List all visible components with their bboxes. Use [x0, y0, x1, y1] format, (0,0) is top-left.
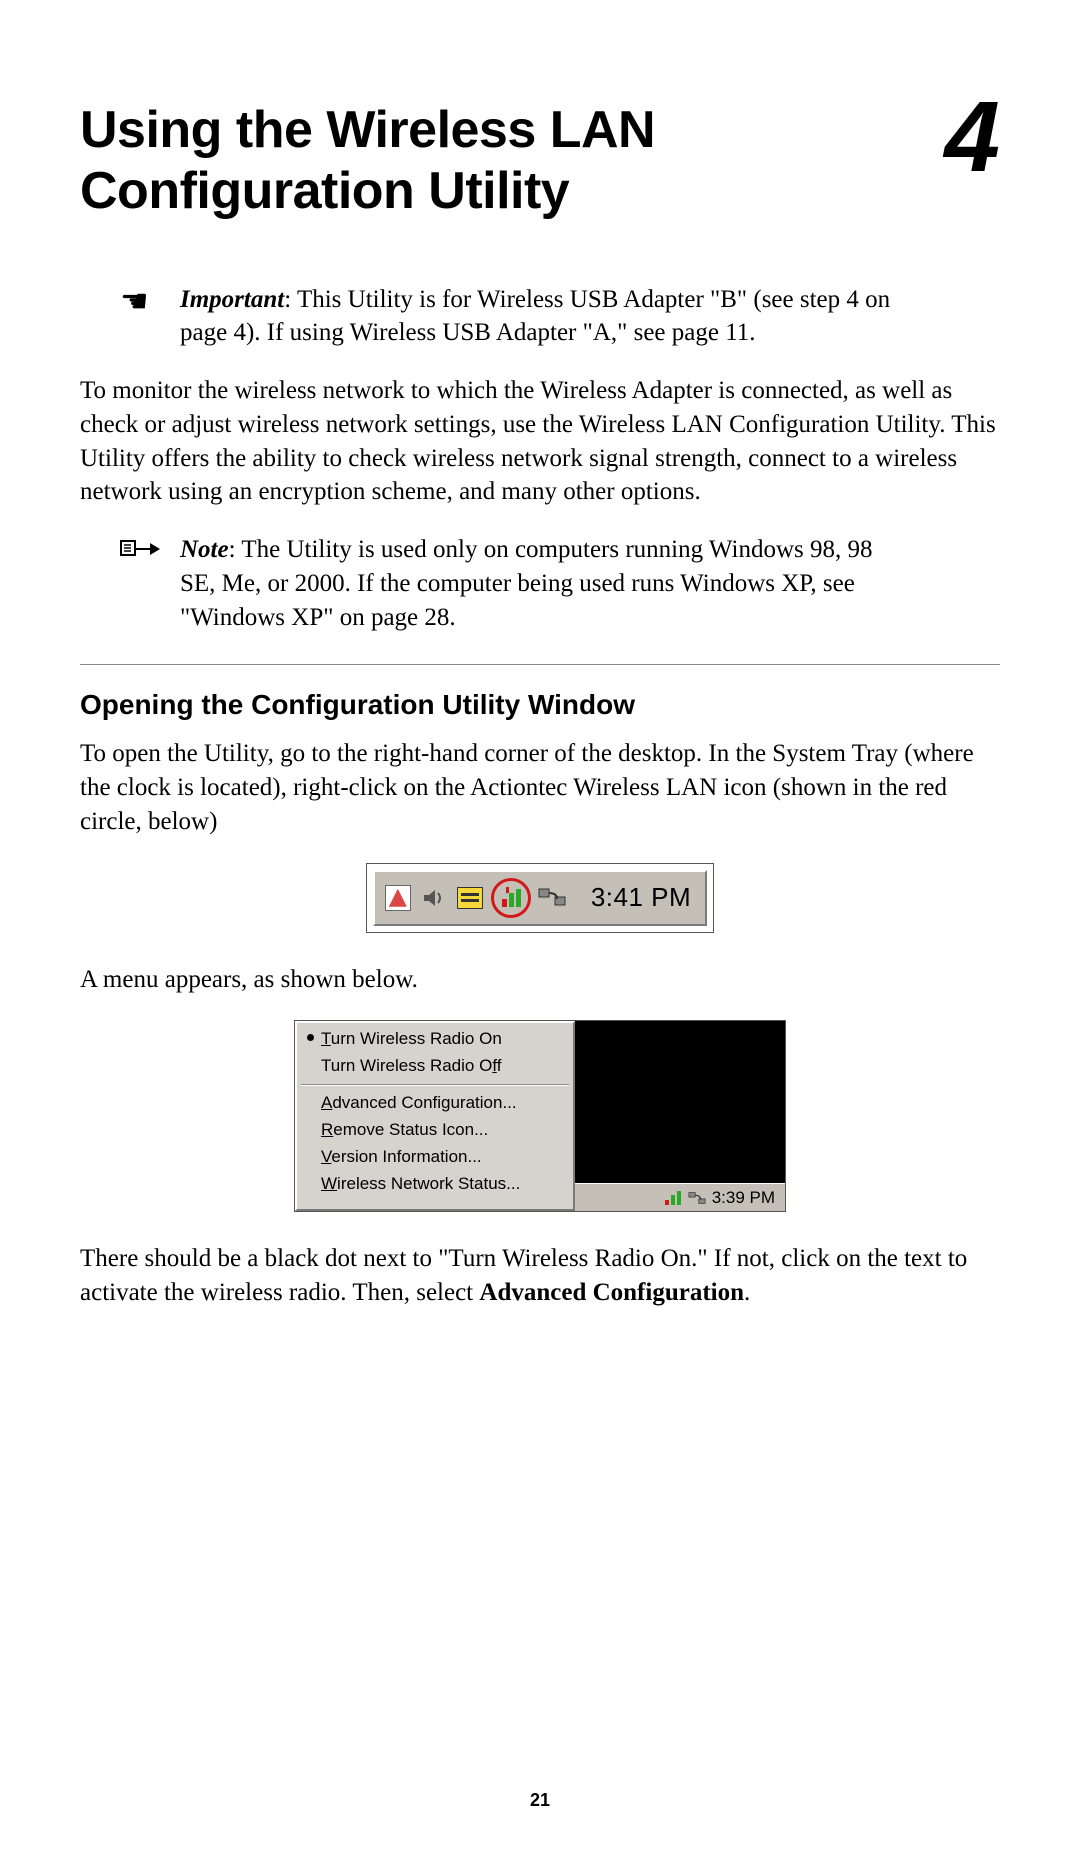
menu-item-label: Wireless Network Status...	[321, 1173, 520, 1196]
menu-item-advanced-config[interactable]: Advanced Configuration...	[299, 1090, 571, 1117]
intro-paragraph: To monitor the wireless network to which…	[80, 374, 1000, 509]
menu-item-version-info[interactable]: Version Information...	[299, 1144, 571, 1171]
chapter-title: Using the Wireless LAN Configuration Uti…	[80, 100, 655, 223]
menu-separator	[301, 1084, 569, 1086]
closing-bold: Advanced Configuration	[479, 1279, 744, 1306]
open-utility-paragraph: To open the Utility, go to the right-han…	[80, 737, 1000, 838]
acrobat-icon[interactable]	[383, 883, 413, 913]
pointing-hand-icon: ☚	[120, 283, 180, 351]
closing-post: .	[744, 1279, 750, 1306]
context-menu-container: Turn Wireless Radio On Turn Wireless Rad…	[294, 1020, 786, 1212]
chapter-title-line1: Using the Wireless LAN	[80, 101, 655, 159]
wireless-lan-highlight	[491, 878, 531, 918]
chapter-number: 4	[944, 92, 1000, 182]
manual-page: Using the Wireless LAN Configuration Uti…	[0, 0, 1080, 1871]
menu-item-radio-on[interactable]: Turn Wireless Radio On	[299, 1026, 571, 1053]
mini-network-icon	[688, 1190, 706, 1206]
important-body: : This Utility is for Wireless USB Adapt…	[180, 286, 890, 347]
note-label: Note	[180, 536, 229, 563]
menu-item-label: Advanced Configuration...	[321, 1092, 517, 1115]
menu-intro-paragraph: A menu appears, as shown below.	[80, 963, 1000, 997]
wireless-lan-icon[interactable]	[496, 883, 526, 913]
menu-item-label: Turn Wireless Radio On	[321, 1028, 502, 1051]
important-text: Important: This Utility is for Wireless …	[180, 283, 900, 351]
menu-item-label: Remove Status Icon...	[321, 1119, 488, 1142]
menu-item-label: Version Information...	[321, 1146, 482, 1169]
systray-inner: 3:41 PM	[373, 870, 707, 926]
section-divider	[80, 664, 1000, 665]
menu-item-remove-status-icon[interactable]: Remove Status Icon...	[299, 1117, 571, 1144]
context-menu-figure: Turn Wireless Radio On Turn Wireless Rad…	[80, 1020, 1000, 1212]
menu-item-radio-off[interactable]: Turn Wireless Radio Off	[299, 1053, 571, 1080]
section-heading: Opening the Configuration Utility Window	[80, 689, 1000, 721]
important-callout: ☚ Important: This Utility is for Wireles…	[120, 283, 1000, 351]
note-body: : The Utility is used only on computers …	[180, 536, 872, 631]
note-text: Note: The Utility is used only on comput…	[180, 533, 900, 634]
systray-clock: 3:41 PM	[591, 882, 691, 913]
note-hand-icon	[120, 533, 180, 634]
mini-bars-icon	[664, 1190, 682, 1206]
page-number: 21	[80, 1790, 1000, 1811]
context-menu: Turn Wireless Radio On Turn Wireless Rad…	[295, 1021, 575, 1211]
network-icon[interactable]	[537, 883, 567, 913]
important-label: Important	[180, 286, 284, 313]
chapter-title-line2: Configuration Utility	[80, 162, 569, 220]
speaker-icon[interactable]	[419, 883, 449, 913]
menu-item-wireless-status[interactable]: Wireless Network Status...	[299, 1171, 571, 1198]
closing-paragraph: There should be a black dot next to "Tur…	[80, 1242, 1000, 1310]
menu-item-label: Turn Wireless Radio Off	[321, 1055, 501, 1078]
context-status-time: 3:39 PM	[712, 1188, 775, 1208]
context-black-area: 3:39 PM	[575, 1021, 785, 1211]
systray-outer: 3:41 PM	[366, 863, 714, 933]
document-icon[interactable]	[455, 883, 485, 913]
note-callout: Note: The Utility is used only on comput…	[120, 533, 1000, 634]
systray-figure: 3:41 PM	[80, 863, 1000, 933]
chapter-header: Using the Wireless LAN Configuration Uti…	[80, 100, 1000, 223]
context-statusbar: 3:39 PM	[575, 1183, 785, 1211]
